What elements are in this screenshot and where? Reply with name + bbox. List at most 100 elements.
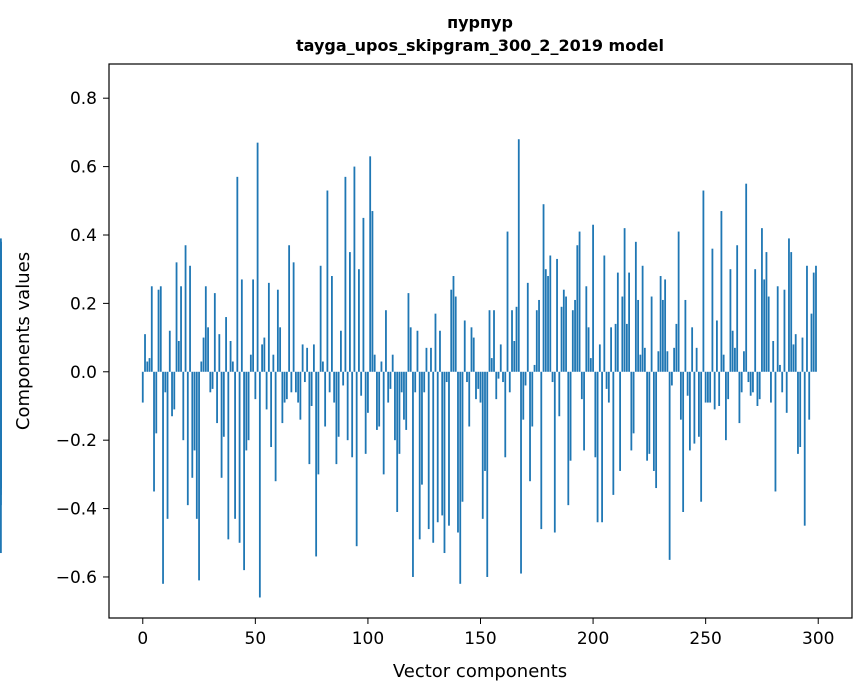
- bar-258: [722, 354, 725, 372]
- bar-163: [508, 371, 511, 393]
- bar-175: [535, 310, 538, 372]
- bar-144: [466, 371, 468, 383]
- bar-127: [427, 371, 430, 530]
- bar-218: [632, 371, 635, 434]
- y-ticks-group: −0.6 −0.4 −0.2 0.0 0.2 0.4 0.6 0.8: [56, 89, 109, 588]
- bar-290: [794, 334, 797, 372]
- bar-219: [634, 241, 637, 372]
- bar-240: [682, 371, 685, 512]
- bar-145: [468, 371, 471, 427]
- bar-125: [423, 371, 426, 393]
- bar-146: [470, 327, 473, 372]
- bar-12: [168, 330, 171, 372]
- bar-3: [148, 358, 151, 372]
- bar-119: [409, 327, 412, 372]
- bar-233: [666, 351, 669, 372]
- bar-255: [716, 320, 718, 372]
- bar-155: [490, 358, 493, 372]
- bar-173: [531, 371, 534, 427]
- bar-148: [475, 371, 477, 400]
- bar-92: [349, 252, 351, 372]
- bar-241: [684, 299, 687, 372]
- bar-84: [331, 276, 333, 372]
- bar-166: [515, 306, 518, 372]
- bar-202: [596, 371, 599, 523]
- bar-53: [261, 344, 263, 372]
- bar-132: [439, 330, 441, 372]
- bar-196: [583, 371, 585, 451]
- bar-184: [556, 258, 558, 372]
- bar-198: [587, 327, 590, 372]
- bar-287: [788, 238, 790, 372]
- bar-236: [673, 347, 676, 372]
- x-tick-label-250: 250: [689, 629, 721, 649]
- bar-181: [549, 255, 552, 372]
- bar-281: [774, 371, 777, 492]
- bar-326: [0, 276, 2, 372]
- bar-112: [394, 371, 396, 441]
- bar-60: [276, 289, 279, 372]
- bar-55: [265, 371, 268, 410]
- bar-266: [740, 371, 743, 393]
- bar-261: [729, 269, 732, 372]
- bar-267: [743, 351, 745, 372]
- bar-77: [315, 371, 318, 557]
- bar-42: [236, 176, 239, 372]
- bar-129: [432, 371, 435, 543]
- bar-133: [441, 371, 444, 516]
- bar-293: [801, 337, 804, 372]
- bar-59: [274, 371, 277, 482]
- bar-26: [200, 361, 203, 372]
- bar-279: [770, 371, 772, 403]
- bar-327: [0, 371, 2, 389]
- bar-299: [815, 265, 817, 372]
- bar-67: [292, 262, 295, 372]
- bar-189: [567, 371, 570, 506]
- bar-5: [153, 371, 155, 492]
- bar-298: [812, 272, 815, 372]
- bar-248: [700, 371, 703, 502]
- bar-130: [434, 313, 437, 372]
- bar-204: [601, 371, 603, 523]
- bar-220: [637, 299, 640, 372]
- bar-10: [164, 371, 167, 393]
- bar-193: [576, 245, 579, 372]
- bar-249: [702, 190, 705, 372]
- bar-75: [310, 371, 313, 406]
- bar-253: [711, 248, 714, 372]
- bar-118: [407, 293, 410, 372]
- x-tick-label-100: 100: [352, 629, 384, 649]
- bar-211: [616, 272, 619, 372]
- bar-28: [204, 286, 207, 372]
- bar-216: [628, 272, 630, 372]
- bar-103: [373, 354, 376, 372]
- bar-104: [376, 371, 378, 430]
- bar-203: [598, 344, 601, 372]
- bar-286: [785, 371, 788, 413]
- bar-273: [756, 371, 759, 406]
- bar-30: [209, 371, 212, 393]
- bar-27: [202, 337, 205, 372]
- bar-152: [484, 371, 486, 471]
- bar-107: [382, 371, 385, 475]
- bar-221: [639, 354, 642, 372]
- x-tick-label-50: 50: [245, 629, 267, 649]
- bar-278: [767, 296, 770, 372]
- bar-25: [198, 371, 200, 581]
- bar-87: [337, 371, 340, 437]
- bar-101: [369, 156, 372, 372]
- bar-169: [522, 371, 525, 420]
- bar-214: [623, 228, 626, 372]
- bar-128: [430, 347, 432, 372]
- bar-37: [225, 317, 227, 372]
- bar-210: [614, 323, 617, 372]
- y-tick-label-3: 0.0: [70, 363, 97, 383]
- bar-195: [580, 371, 583, 400]
- bar-174: [533, 364, 536, 372]
- bar-82: [326, 190, 329, 372]
- bar-66: [290, 371, 293, 393]
- bar-122: [416, 330, 419, 372]
- bar-183: [553, 371, 556, 533]
